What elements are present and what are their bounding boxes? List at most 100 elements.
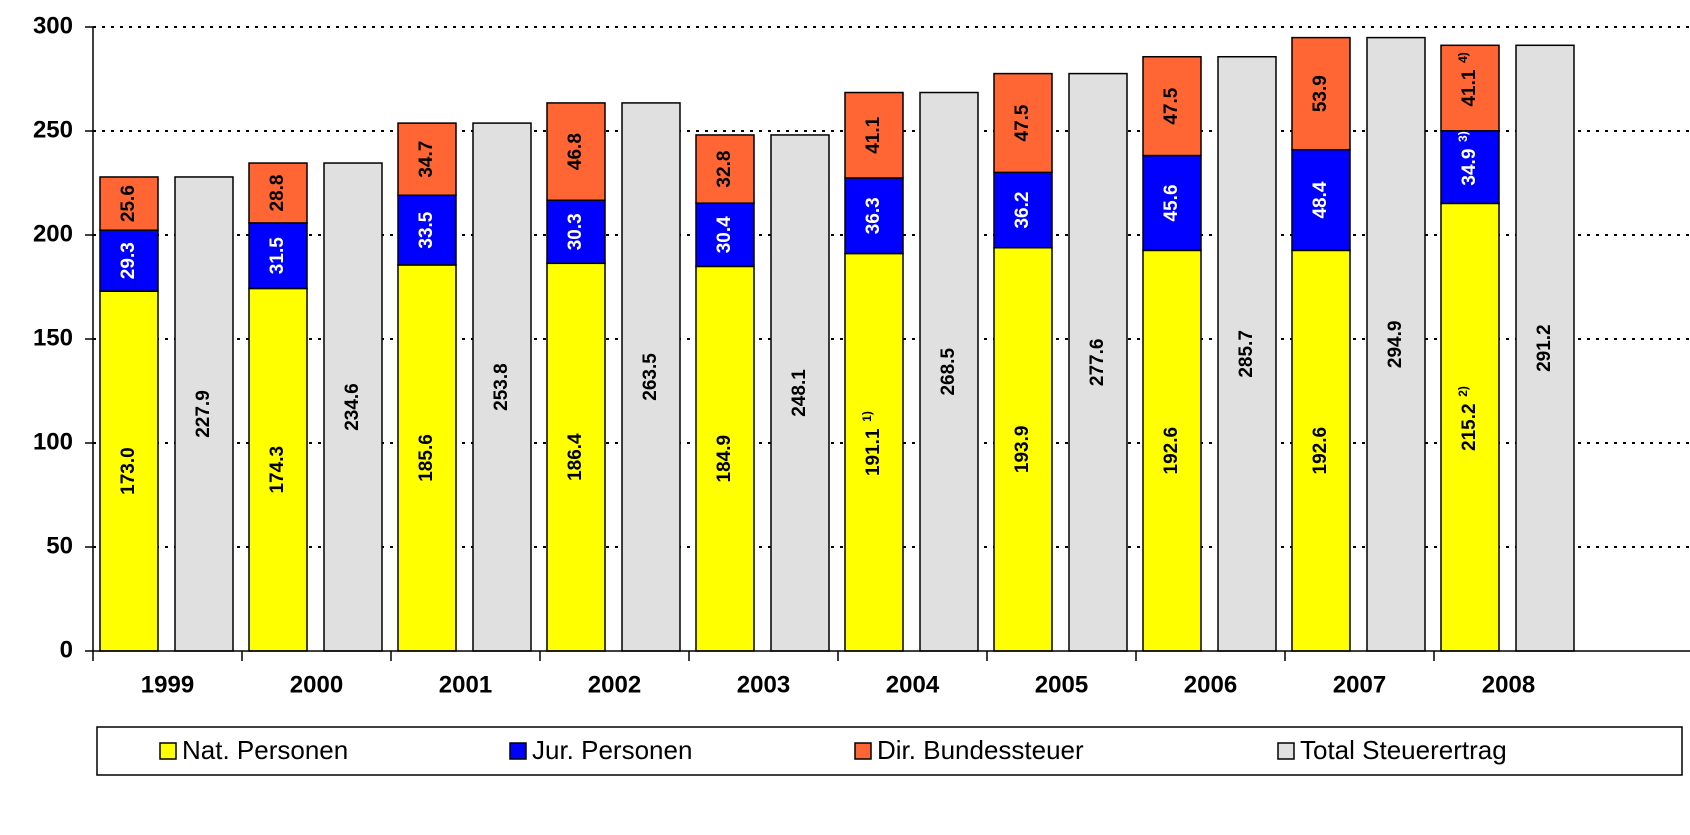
value-label: 184.9 bbox=[714, 435, 735, 483]
footnote: 4) bbox=[1456, 52, 1470, 63]
bar bbox=[546, 199, 606, 265]
value-label: 36.3 bbox=[863, 197, 884, 234]
legend-label: Nat. Personen bbox=[182, 735, 348, 765]
bar bbox=[1440, 130, 1500, 205]
legend-box bbox=[96, 726, 1683, 776]
value-label: 186.4 bbox=[565, 433, 586, 481]
y-tick-label: 300 bbox=[33, 12, 73, 39]
value-label: 248.1 bbox=[789, 369, 810, 417]
bar bbox=[844, 177, 904, 255]
value-label: 234.6 bbox=[342, 383, 363, 431]
x-tick-label: 2006 bbox=[1184, 671, 1237, 698]
bar bbox=[1291, 148, 1351, 252]
value-label: 192.6 bbox=[1310, 427, 1331, 475]
bar bbox=[919, 91, 979, 652]
value-label: 263.5 bbox=[640, 353, 661, 401]
bar bbox=[621, 102, 681, 652]
bar bbox=[993, 72, 1053, 174]
legend-label: Jur. Personen bbox=[532, 735, 692, 765]
legend-label: Dir. Bundessteuer bbox=[877, 735, 1084, 765]
bar bbox=[546, 102, 606, 202]
y-tick-label: 50 bbox=[46, 532, 73, 559]
bar bbox=[1068, 72, 1128, 652]
bar bbox=[1291, 36, 1351, 151]
value-label: 28.8 bbox=[267, 174, 288, 211]
x-tick-label: 2000 bbox=[290, 671, 343, 698]
value-label: 277.6 bbox=[1087, 339, 1108, 387]
value-label: 36.2 bbox=[1012, 192, 1033, 229]
x-tick-label: 2002 bbox=[588, 671, 641, 698]
bar bbox=[397, 264, 457, 652]
value-label: 33.5 bbox=[416, 211, 437, 248]
value-label: 41.1 bbox=[1459, 69, 1480, 106]
value-label: 47.5 bbox=[1161, 87, 1182, 124]
bar bbox=[695, 265, 755, 652]
value-label: 192.6 bbox=[1161, 427, 1182, 475]
bar bbox=[844, 91, 904, 179]
x-tick-label: 2003 bbox=[737, 671, 790, 698]
value-label: 227.9 bbox=[193, 390, 214, 438]
bar bbox=[174, 176, 234, 652]
x-tick-label: 2008 bbox=[1482, 671, 1535, 698]
bar bbox=[695, 202, 755, 268]
value-label: 45.6 bbox=[1161, 184, 1182, 221]
bar bbox=[1142, 55, 1202, 157]
bar bbox=[99, 290, 159, 652]
bar bbox=[99, 176, 159, 231]
legend-swatch bbox=[854, 742, 872, 760]
value-label: 291.2 bbox=[1534, 324, 1555, 372]
value-label: 185.6 bbox=[416, 434, 437, 482]
value-label: 25.6 bbox=[118, 185, 139, 222]
value-label: 34.9 bbox=[1459, 149, 1480, 186]
y-tick-label: 250 bbox=[33, 116, 73, 143]
bar bbox=[248, 287, 308, 652]
x-tick-label: 2007 bbox=[1333, 671, 1386, 698]
y-tick-label: 150 bbox=[33, 324, 73, 351]
value-label: 191.1 bbox=[863, 428, 884, 476]
value-label: 53.9 bbox=[1310, 75, 1331, 112]
bar bbox=[248, 162, 308, 224]
bar bbox=[1142, 154, 1202, 252]
value-label: 31.5 bbox=[267, 237, 288, 274]
x-tick-label: 2001 bbox=[439, 671, 492, 698]
bar bbox=[1440, 44, 1500, 132]
bar bbox=[1366, 36, 1426, 652]
value-label: 193.9 bbox=[1012, 426, 1033, 474]
bar bbox=[1515, 44, 1575, 652]
bar bbox=[993, 246, 1053, 652]
value-label: 294.9 bbox=[1385, 321, 1406, 369]
bar bbox=[1142, 249, 1202, 652]
bar bbox=[397, 122, 457, 197]
bar bbox=[472, 122, 532, 652]
value-label: 46.8 bbox=[565, 133, 586, 170]
value-label: 29.3 bbox=[118, 242, 139, 279]
bar bbox=[695, 134, 755, 204]
legend-swatch bbox=[1277, 742, 1295, 760]
value-label: 285.7 bbox=[1236, 330, 1257, 378]
bar bbox=[397, 194, 457, 266]
y-tick-label: 100 bbox=[33, 428, 73, 455]
value-label: 30.4 bbox=[714, 216, 735, 253]
value-label: 32.8 bbox=[714, 151, 735, 188]
value-label: 41.1 bbox=[863, 116, 884, 153]
value-label: 215.2 bbox=[1459, 403, 1480, 451]
value-label: 174.3 bbox=[267, 446, 288, 494]
legend-swatch bbox=[509, 742, 527, 760]
footnote: 3) bbox=[1456, 131, 1470, 142]
value-label: 173.0 bbox=[118, 447, 139, 495]
value-label: 48.4 bbox=[1310, 181, 1331, 218]
legend-label: Total Steuerertrag bbox=[1300, 735, 1507, 765]
bar bbox=[993, 171, 1053, 249]
legend-swatch bbox=[159, 742, 177, 760]
bar bbox=[323, 162, 383, 652]
x-tick-label: 2005 bbox=[1035, 671, 1088, 698]
x-tick-label: 1999 bbox=[141, 671, 194, 698]
bar bbox=[99, 229, 159, 292]
bar bbox=[1440, 202, 1500, 652]
value-label: 268.5 bbox=[938, 348, 959, 396]
value-label: 47.5 bbox=[1012, 104, 1033, 141]
footnote: 2) bbox=[1456, 386, 1470, 397]
y-tick-label: 0 bbox=[60, 636, 73, 663]
value-label: 30.3 bbox=[565, 213, 586, 250]
